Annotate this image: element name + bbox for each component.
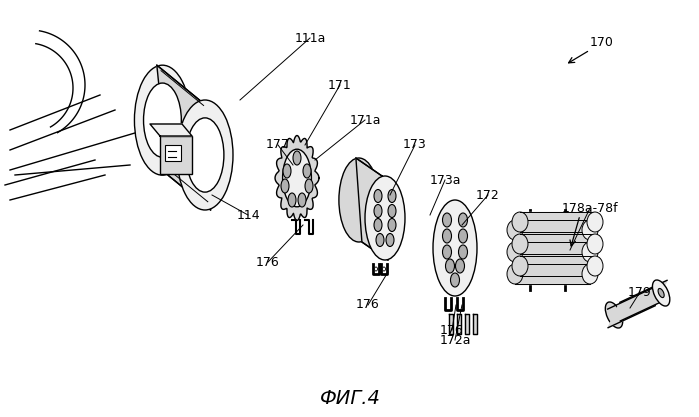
Polygon shape	[515, 242, 590, 262]
Text: 176: 176	[256, 256, 280, 269]
Ellipse shape	[293, 151, 301, 165]
Ellipse shape	[374, 189, 382, 203]
Text: 171a: 171a	[350, 113, 381, 126]
Ellipse shape	[507, 220, 523, 240]
Ellipse shape	[587, 234, 603, 254]
Polygon shape	[150, 124, 192, 136]
Ellipse shape	[582, 242, 598, 262]
Ellipse shape	[283, 164, 291, 178]
Polygon shape	[449, 314, 453, 334]
Ellipse shape	[652, 280, 670, 306]
Polygon shape	[457, 314, 461, 334]
Polygon shape	[275, 136, 319, 221]
Ellipse shape	[459, 213, 468, 227]
Text: 172a: 172a	[439, 334, 470, 347]
Ellipse shape	[375, 267, 377, 271]
Ellipse shape	[282, 149, 311, 207]
Ellipse shape	[507, 264, 523, 284]
Ellipse shape	[507, 242, 523, 262]
Polygon shape	[520, 234, 595, 254]
Ellipse shape	[388, 204, 396, 218]
Text: 176: 176	[440, 324, 464, 337]
Polygon shape	[520, 212, 595, 232]
Ellipse shape	[582, 264, 598, 284]
Ellipse shape	[512, 212, 528, 232]
Ellipse shape	[459, 245, 468, 259]
Ellipse shape	[365, 176, 405, 260]
Bar	[165, 145, 181, 161]
Text: 178a-78f: 178a-78f	[562, 201, 619, 214]
Ellipse shape	[376, 234, 384, 246]
Text: 172: 172	[476, 188, 500, 201]
Ellipse shape	[442, 213, 452, 227]
Text: 111a: 111a	[294, 32, 326, 45]
Ellipse shape	[134, 65, 190, 175]
Text: 171: 171	[328, 78, 352, 91]
Ellipse shape	[388, 189, 396, 203]
Ellipse shape	[459, 229, 468, 243]
Polygon shape	[473, 314, 477, 334]
Ellipse shape	[587, 256, 603, 276]
Text: ФИГ.4: ФИГ.4	[319, 389, 380, 407]
Ellipse shape	[303, 164, 311, 178]
Ellipse shape	[186, 118, 224, 192]
Ellipse shape	[386, 234, 394, 246]
Ellipse shape	[374, 219, 382, 231]
Ellipse shape	[587, 212, 603, 232]
Polygon shape	[515, 264, 590, 284]
Ellipse shape	[388, 219, 396, 231]
Polygon shape	[608, 280, 667, 328]
Ellipse shape	[143, 83, 181, 157]
Ellipse shape	[374, 204, 382, 218]
Ellipse shape	[512, 256, 528, 276]
Ellipse shape	[382, 267, 386, 271]
Polygon shape	[515, 220, 590, 240]
Ellipse shape	[442, 229, 452, 243]
Ellipse shape	[433, 200, 477, 296]
Ellipse shape	[445, 259, 454, 273]
Text: 177: 177	[266, 138, 290, 151]
Ellipse shape	[456, 259, 465, 273]
Ellipse shape	[281, 179, 289, 193]
Ellipse shape	[339, 158, 379, 242]
Ellipse shape	[582, 220, 598, 240]
Text: 173: 173	[403, 138, 427, 151]
Ellipse shape	[450, 273, 459, 287]
Ellipse shape	[177, 100, 233, 210]
Text: 179: 179	[628, 286, 652, 299]
Ellipse shape	[512, 234, 528, 254]
Text: 173a: 173a	[429, 173, 461, 186]
Text: 170: 170	[590, 35, 614, 48]
Polygon shape	[356, 158, 388, 260]
Ellipse shape	[305, 179, 313, 193]
Ellipse shape	[442, 245, 452, 259]
Text: 114: 114	[236, 208, 260, 221]
Polygon shape	[465, 314, 469, 334]
Bar	[160, 136, 192, 174]
Polygon shape	[157, 65, 210, 210]
Ellipse shape	[658, 289, 664, 298]
Text: 176: 176	[356, 299, 380, 311]
Ellipse shape	[298, 193, 306, 207]
Ellipse shape	[605, 302, 623, 328]
Polygon shape	[520, 256, 595, 276]
Ellipse shape	[288, 193, 296, 207]
